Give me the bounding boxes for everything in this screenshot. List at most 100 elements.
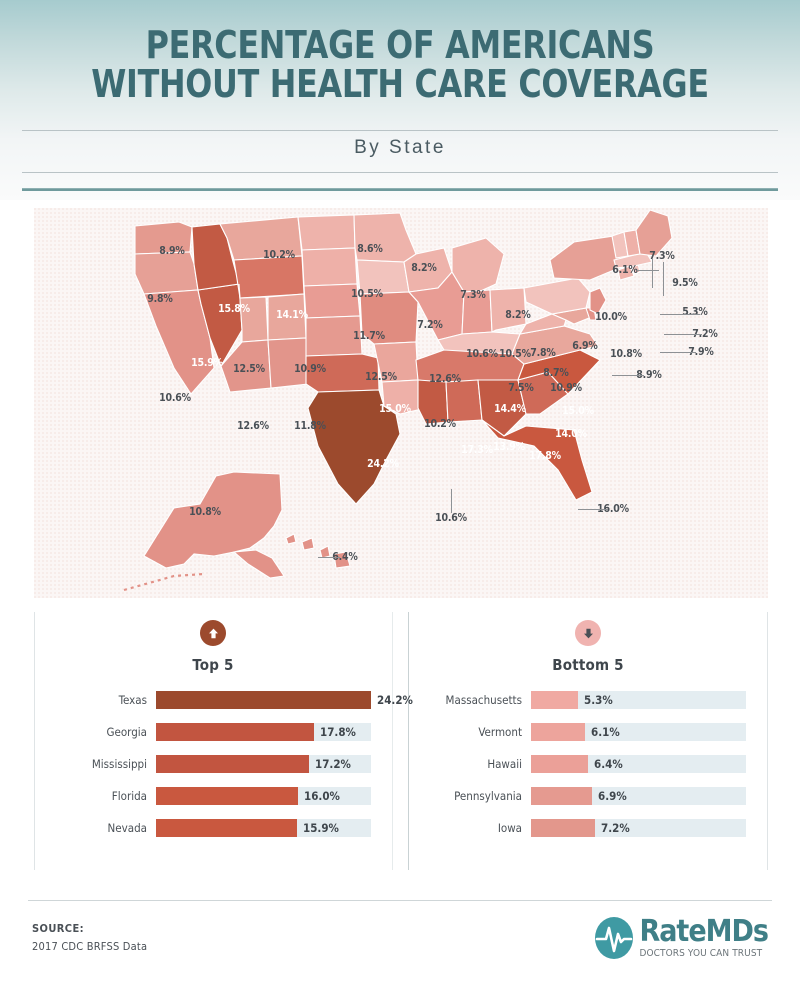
rank-bar-fill [531, 691, 578, 709]
map-leader-line [612, 375, 644, 376]
map-state-value: 15.8% [218, 303, 250, 315]
rank-bar-value: 6.1% [591, 725, 620, 739]
map-state-value: 6.1% [612, 264, 638, 276]
rank-bar-fill [156, 723, 314, 741]
arrow-up-icon [200, 620, 226, 646]
panel-border-right [767, 612, 768, 870]
top5-title: Top 5 [192, 656, 234, 674]
rank-bar-value: 5.3% [584, 693, 613, 707]
map-state-value: 16.0% [597, 503, 629, 515]
map-state-value: 13.9% [493, 441, 525, 453]
map-state-value: 12.6% [237, 420, 269, 432]
rank-row: Vermont 6.1% [409, 716, 767, 748]
map-state-value: 5.3% [682, 306, 708, 318]
map-state-value: 10.5% [351, 288, 383, 300]
map-state-value: 8.9% [159, 245, 185, 257]
rank-row: Florida 16.0% [34, 780, 392, 812]
rank-state-name: Mississippi [91, 757, 147, 771]
map-state-value: 10.6% [159, 392, 191, 404]
rank-row: Nevada 15.9% [34, 812, 392, 844]
map-state-value: 7.2% [417, 319, 443, 331]
map-state-value: 12.5% [233, 363, 265, 375]
map-leader-line [663, 262, 664, 296]
map-state-value: 8.2% [411, 262, 437, 274]
map-state-value: 8.2% [505, 309, 531, 321]
map-state-value: 6.9% [572, 340, 598, 352]
rank-bar-track: 6.1% [531, 723, 746, 741]
rank-bar-value: 6.4% [594, 757, 623, 771]
map-leader-line [660, 314, 700, 315]
rank-state-name: Pennsylvania [454, 789, 522, 803]
map-state-value: 7.8% [530, 347, 556, 359]
panel-border-left [34, 612, 35, 870]
rank-bar-track: 16.0% [156, 787, 371, 805]
rank-bar-track: 24.2% [156, 691, 413, 709]
rank-bar-track: 17.2% [156, 755, 371, 773]
map-state-value: 9.8% [147, 293, 173, 305]
rank-bar-track: 6.9% [531, 787, 746, 805]
map-state-value: 12.6% [429, 373, 461, 385]
divider-middle [22, 172, 778, 173]
rank-state-name: Hawaii [487, 757, 522, 771]
rank-state-name: Iowa [497, 821, 522, 835]
rank-state-name: Georgia [106, 725, 147, 739]
rank-bar-value: 6.9% [598, 789, 627, 803]
rank-bar-track: 15.9% [156, 819, 371, 837]
map-state-value: 8.9% [636, 369, 662, 381]
top5-panel: Top 5 Texas 24.2% Georgia 17.8% Mississippi 1… [34, 612, 413, 870]
map-state-value: 11.7% [353, 330, 385, 342]
bottom5-panel: Bottom 5 Massachusetts 5.3% Vermont 6.1% Haw… [409, 612, 767, 870]
rank-bar-fill [156, 755, 309, 773]
map-state-value: 14.0% [555, 428, 587, 440]
map-state-value: 17.3% [461, 444, 493, 456]
header-banner: Percentage of Americans Without Health C… [0, 0, 800, 200]
map-state-value: 7.5% [508, 382, 534, 394]
map-leader-line [660, 352, 696, 353]
us-map-shapes [123, 209, 673, 592]
map-state-value: 10.9% [550, 382, 582, 394]
source-label: SOURCE: [32, 922, 84, 935]
logo-wordmark: RateMDs [639, 914, 769, 949]
map-state-value: 15.9% [191, 357, 223, 369]
rank-state-name: Massachusetts [445, 693, 522, 707]
rank-bar-fill [156, 819, 297, 837]
page-subtitle: By State [354, 137, 446, 158]
map-state-value: 7.9% [688, 346, 714, 358]
rank-bar-value: 16.0% [304, 789, 340, 803]
rank-row: Texas 24.2% [34, 684, 413, 716]
divider-accent [22, 188, 778, 191]
rank-bar-track: 5.3% [531, 691, 746, 709]
rank-bar-fill [531, 755, 588, 773]
map-state-value: 10.2% [263, 249, 295, 261]
logo-tagline: DOCTORS YOU CAN TRUST [639, 948, 763, 959]
rank-bar-value: 24.2% [377, 693, 413, 707]
rank-bar-fill [531, 819, 595, 837]
map-state-value: 14.1% [276, 309, 308, 321]
map-state-value: 7.3% [460, 289, 486, 301]
map-leader-line [578, 509, 608, 510]
arrow-down-icon [575, 620, 601, 646]
rank-bar-value: 17.8% [320, 725, 356, 739]
bottom5-title: Bottom 5 [552, 656, 624, 674]
rank-bar-fill [156, 691, 371, 709]
rank-row: Mississippi 17.2% [34, 748, 392, 780]
map-state-value: 12.5% [365, 371, 397, 383]
map-state-value: 10.9% [294, 363, 326, 375]
map-state-value: 6.4% [332, 551, 358, 563]
map-leader-line [664, 334, 702, 335]
map-leader-line [318, 557, 340, 558]
map-state-value: 9.5% [672, 277, 698, 289]
map-leader-line [652, 258, 653, 288]
map-state-value: 10.6% [466, 348, 498, 360]
map-state-value: 10.0% [595, 311, 627, 323]
rank-bar-fill [156, 787, 298, 805]
page-title-line1: Percentage of Americans [145, 23, 655, 67]
rank-bar-fill [531, 787, 592, 805]
map-state-value: 10.5% [499, 348, 531, 360]
map-state-value: 15.0% [379, 403, 411, 415]
ratemds-logo[interactable]: RateMDs DOCTORS YOU CAN TRUST [591, 914, 769, 961]
rank-bar-track: 6.4% [531, 755, 746, 773]
map-state-value: 8.6% [357, 243, 383, 255]
us-choropleth-map: 8.9% 9.8% 10.6% 15.9% 15.8% 10.2% 14.1% 12.5% 12… [34, 208, 768, 598]
map-state-value: 17.8% [529, 450, 561, 462]
